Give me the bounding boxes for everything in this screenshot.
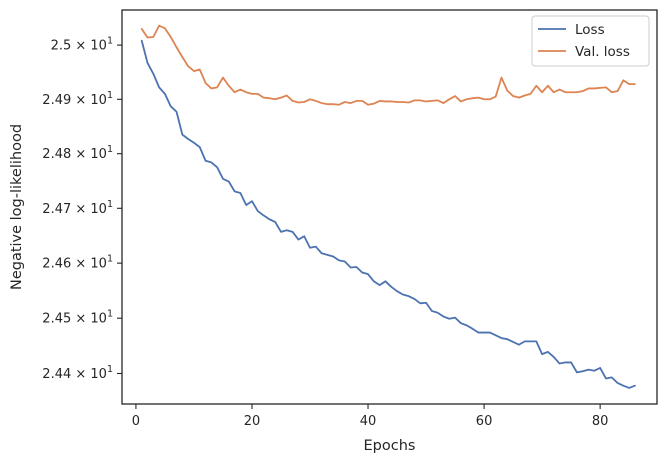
plot-frame (121, 9, 658, 405)
y-tick-label: 2.47 × 101 (42, 199, 113, 217)
y-axis-ticks: 2.44 × 101 2.45 × 101 2.46 × 101 2.47 × 101… (42, 36, 122, 382)
x-tick-label: 60 (476, 414, 493, 429)
legend: Loss Val. loss (531, 15, 650, 67)
x-axis-ticks: 0 20 40 60 80 (132, 404, 609, 429)
plot-area (122, 10, 657, 404)
y-tick-label: 2.5 × 101 (51, 36, 113, 54)
series-line-1 (140, 39, 636, 389)
y-tick-label: 2.48 × 101 (42, 144, 113, 162)
y-tick-label: 2.45 × 101 (42, 309, 113, 327)
legend-label: Val. loss (575, 44, 630, 60)
x-tick-label: 0 (132, 414, 140, 429)
series-lines (140, 24, 636, 389)
x-axis-label: Epochs (364, 438, 416, 454)
y-tick-label: 2.49 × 101 (42, 90, 113, 108)
y-tick-label: 2.46 × 101 (42, 254, 113, 272)
x-tick-label: 80 (592, 414, 609, 429)
x-tick-label: 40 (360, 414, 377, 429)
y-axis-label: Negative log-likelihood (9, 124, 25, 290)
x-tick-label: 20 (244, 414, 261, 429)
legend-label: Loss (575, 22, 605, 38)
y-tick-label: 2.44 × 101 (42, 364, 113, 382)
series-line-2 (140, 24, 636, 106)
